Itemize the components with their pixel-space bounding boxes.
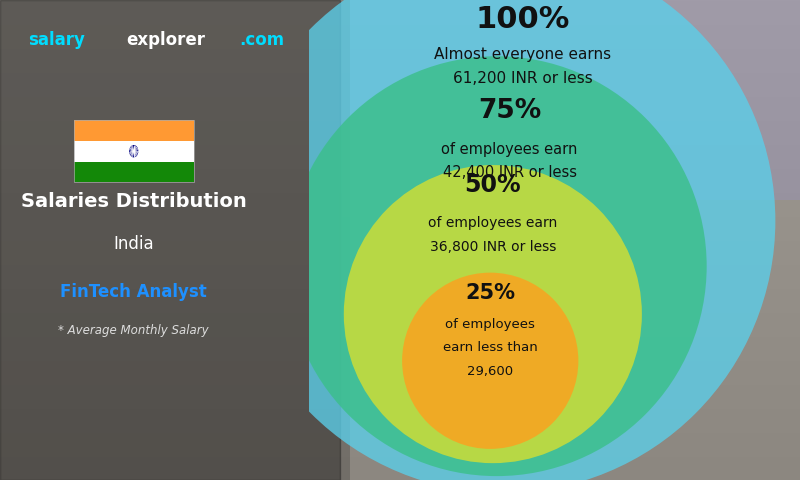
FancyBboxPatch shape xyxy=(74,162,194,182)
Text: 42,400 INR or less: 42,400 INR or less xyxy=(442,165,577,180)
FancyBboxPatch shape xyxy=(74,141,194,162)
Text: India: India xyxy=(114,235,154,253)
Text: 61,200 INR or less: 61,200 INR or less xyxy=(453,71,593,86)
FancyBboxPatch shape xyxy=(0,0,340,480)
Text: salary: salary xyxy=(28,31,85,49)
Circle shape xyxy=(344,165,642,463)
Text: 75%: 75% xyxy=(478,97,542,124)
Text: 25%: 25% xyxy=(466,283,515,303)
Text: * Average Monthly Salary: * Average Monthly Salary xyxy=(58,324,209,337)
Text: 29,600: 29,600 xyxy=(467,365,514,378)
Text: of employees earn: of employees earn xyxy=(442,142,578,157)
Circle shape xyxy=(129,145,138,157)
Text: Almost everyone earns: Almost everyone earns xyxy=(434,48,611,62)
Text: FinTech Analyst: FinTech Analyst xyxy=(60,283,207,301)
Circle shape xyxy=(402,273,578,449)
Text: 50%: 50% xyxy=(465,172,521,196)
Text: .com: .com xyxy=(239,31,285,49)
Text: of employees: of employees xyxy=(446,318,535,331)
Circle shape xyxy=(231,0,775,480)
Text: explorer: explorer xyxy=(126,31,206,49)
Text: 36,800 INR or less: 36,800 INR or less xyxy=(430,240,556,254)
Circle shape xyxy=(286,56,706,476)
Text: earn less than: earn less than xyxy=(443,341,538,354)
Text: 100%: 100% xyxy=(475,5,570,35)
Text: Salaries Distribution: Salaries Distribution xyxy=(21,192,246,211)
FancyBboxPatch shape xyxy=(74,120,194,141)
Text: of employees earn: of employees earn xyxy=(428,216,558,230)
